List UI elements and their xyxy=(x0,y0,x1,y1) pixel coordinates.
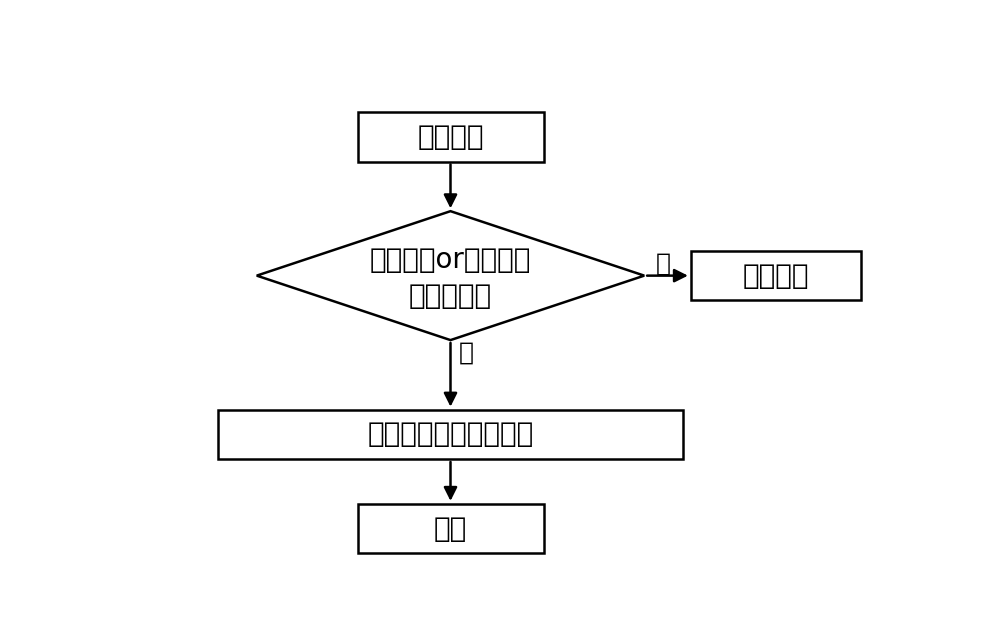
Text: 相关方法判断故障类型: 相关方法判断故障类型 xyxy=(367,421,534,448)
FancyBboxPatch shape xyxy=(691,251,861,301)
Text: 是: 是 xyxy=(458,341,474,365)
Text: 气体含量or产气速率: 气体含量or产气速率 xyxy=(370,246,531,274)
FancyBboxPatch shape xyxy=(218,410,683,459)
Text: 否: 否 xyxy=(656,251,671,275)
FancyBboxPatch shape xyxy=(358,504,544,553)
Text: 油中气体: 油中气体 xyxy=(417,123,484,151)
Text: 显示: 显示 xyxy=(434,515,467,542)
FancyBboxPatch shape xyxy=(358,112,544,162)
Text: 一般正常: 一般正常 xyxy=(743,261,809,290)
Polygon shape xyxy=(257,211,644,340)
Text: 大于注意値: 大于注意値 xyxy=(409,283,492,310)
